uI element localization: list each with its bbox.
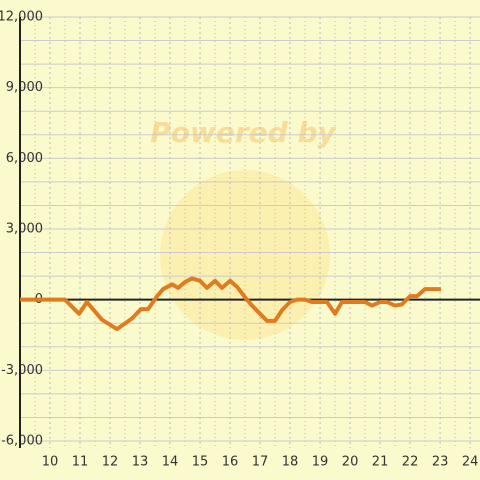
y-tick-label: 6,000	[6, 151, 43, 166]
x-tick-label: 24	[462, 455, 479, 470]
x-tick-label: 21	[372, 455, 389, 470]
y-tick-label: -6,000	[1, 434, 43, 449]
x-tick-label: 15	[192, 455, 209, 470]
x-tick-label: 10	[42, 455, 59, 470]
x-tick-label: 17	[252, 455, 269, 470]
x-tick-label: 22	[402, 455, 419, 470]
x-tick-label: 14	[162, 455, 179, 470]
x-tick-label: 13	[132, 455, 149, 470]
x-tick-label: 16	[222, 455, 239, 470]
watermark: Powered by	[150, 116, 337, 149]
x-tick-label: 19	[312, 455, 329, 470]
x-tick-label: 12	[102, 455, 119, 470]
y-tick-label: -3,000	[1, 363, 43, 378]
x-tick-label: 23	[432, 455, 449, 470]
x-tick-label: 20	[342, 455, 359, 470]
watermark-logo	[160, 170, 330, 340]
x-tick-label: 11	[72, 455, 89, 470]
y-tick-label: 9,000	[6, 80, 43, 95]
x-tick-label: 18	[282, 455, 299, 470]
y-tick-label: 12,000	[0, 10, 43, 25]
line	[20, 276, 441, 332]
y-tick-label: 3,000	[6, 222, 43, 237]
